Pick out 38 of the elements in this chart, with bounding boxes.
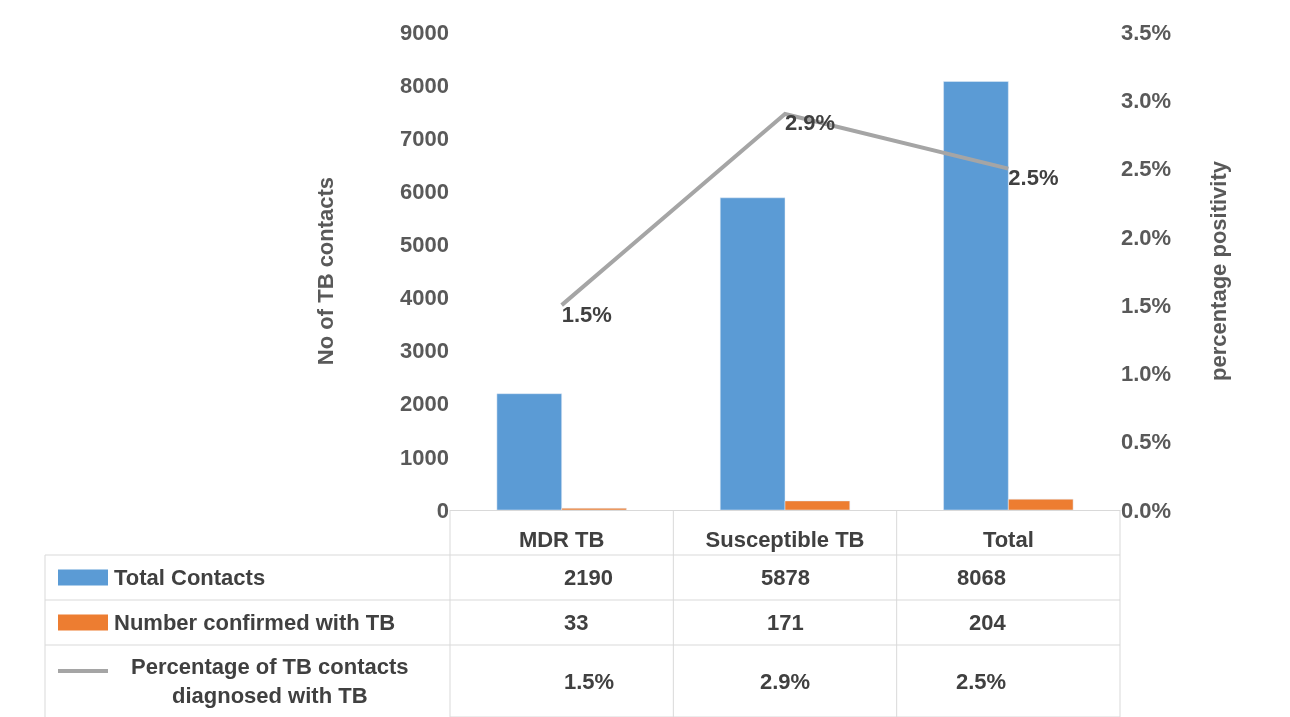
y2-tick-label: 1.5%: [1121, 292, 1172, 318]
y-tick-label: 4000: [400, 285, 449, 311]
data-label: 2.5%: [956, 669, 1007, 694]
x-tick-label: MDR TB: [518, 527, 605, 553]
y2-tick-label: 2.5%: [1121, 156, 1172, 182]
y-tick-label: 0: [436, 497, 449, 523]
data-label: 33: [564, 610, 589, 635]
y2-tick-label: 3.5%: [1121, 19, 1172, 45]
data-label: 204: [969, 610, 1007, 635]
legend-label: Total Contacts: [114, 565, 266, 590]
data-label: 171: [767, 610, 804, 635]
data-label: 2190: [564, 565, 613, 590]
text: 1.5%: [561, 301, 612, 327]
y-tick-label: 6000: [400, 179, 449, 205]
y2-tick-label: 1.0%: [1121, 361, 1172, 387]
y2-tick-label: 2.0%: [1121, 224, 1172, 250]
y2-tick-label: 3.0%: [1121, 87, 1172, 113]
y-tick-label: 8000: [400, 72, 449, 98]
y2-axis-title: percentage positivity: [1206, 160, 1232, 382]
y-tick-label: 1000: [400, 444, 449, 470]
y-tick-label: 5000: [400, 232, 449, 258]
y-axis-title: No of TB contacts: [312, 176, 338, 366]
data-label: 2.9%: [760, 669, 811, 694]
text: 2.5%: [1008, 165, 1059, 191]
y2-tick-label: 0.0%: [1121, 497, 1172, 523]
y-tick-label: 2000: [400, 391, 449, 417]
x-tick-label: Susceptible TB: [705, 527, 865, 553]
legend-label: Number confirmed with TB: [114, 610, 396, 635]
data-label: 5878: [761, 565, 810, 590]
data-label: 8068: [957, 565, 1006, 590]
y-tick-label: 3000: [400, 338, 449, 364]
x-tick-label: Total: [982, 527, 1034, 553]
legend-label: Percentage of TB contacts diagnosed with TB: [131, 654, 409, 708]
y2-tick-label: 0.5%: [1121, 429, 1172, 455]
text: 2.9%: [785, 110, 836, 136]
data-label: 1.5%: [564, 669, 615, 694]
y-tick-label: 9000: [400, 19, 449, 45]
y-tick-label: 7000: [400, 125, 449, 151]
